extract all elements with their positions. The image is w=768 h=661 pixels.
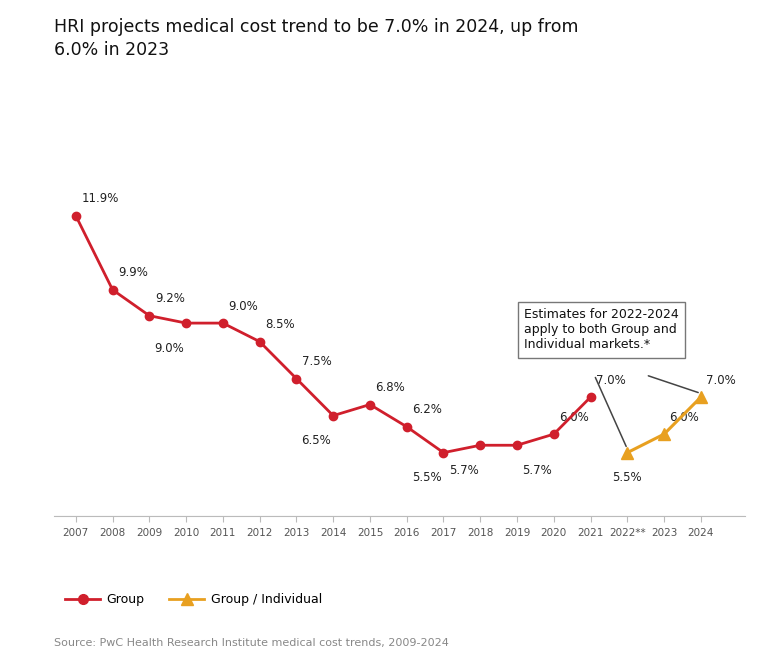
Text: 9.2%: 9.2% [155,292,185,305]
Text: 6.8%: 6.8% [376,381,406,394]
Text: 8.5%: 8.5% [265,318,295,331]
Text: 6.0%: 6.0% [670,410,700,424]
Text: 11.9%: 11.9% [81,192,119,206]
Text: 5.5%: 5.5% [412,471,442,484]
Text: HRI projects medical cost trend to be 7.0% in 2024, up from
6.0% in 2023: HRI projects medical cost trend to be 7.… [54,18,578,59]
Text: 6.0%: 6.0% [559,410,589,424]
Text: Estimates for 2022-2024
apply to both Group and
Individual markets.*: Estimates for 2022-2024 apply to both Gr… [525,308,679,351]
Text: 7.0%: 7.0% [707,373,736,387]
Text: 6.2%: 6.2% [412,403,442,416]
Text: Source: PwC Health Research Institute medical cost trends, 2009-2024: Source: PwC Health Research Institute me… [54,639,449,648]
Text: 5.7%: 5.7% [449,464,478,477]
Text: 6.5%: 6.5% [302,434,331,447]
Text: 7.5%: 7.5% [302,355,332,368]
Text: 9.0%: 9.0% [228,299,258,313]
Text: 5.5%: 5.5% [613,471,642,484]
Text: 7.0%: 7.0% [596,373,626,387]
Text: 5.7%: 5.7% [522,464,552,477]
Text: 9.0%: 9.0% [154,342,184,354]
Text: 9.9%: 9.9% [118,266,148,280]
Legend: Group, Group / Individual: Group, Group / Individual [60,588,326,611]
